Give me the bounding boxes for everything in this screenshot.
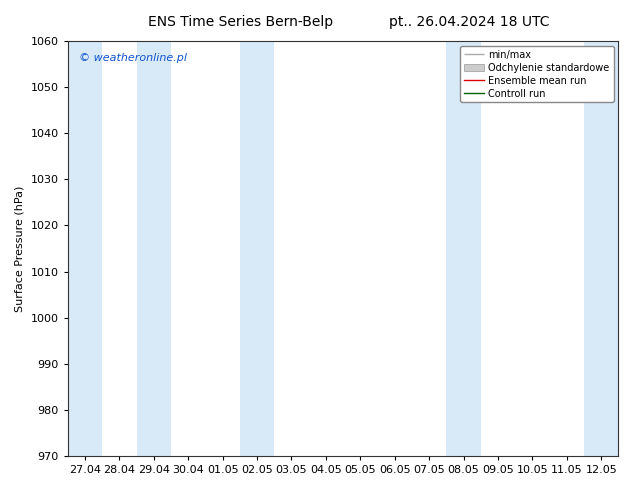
Bar <box>240 41 275 456</box>
Bar <box>446 41 481 456</box>
Text: ENS Time Series Bern-Belp: ENS Time Series Bern-Belp <box>148 15 333 29</box>
Bar <box>584 41 619 456</box>
Text: pt.. 26.04.2024 18 UTC: pt.. 26.04.2024 18 UTC <box>389 15 550 29</box>
Y-axis label: Surface Pressure (hPa): Surface Pressure (hPa) <box>15 185 25 312</box>
Bar <box>68 41 102 456</box>
Legend: min/max, Odchylenie standardowe, Ensemble mean run, Controll run: min/max, Odchylenie standardowe, Ensembl… <box>460 46 614 102</box>
Bar <box>136 41 171 456</box>
Text: © weatheronline.pl: © weatheronline.pl <box>79 53 187 64</box>
